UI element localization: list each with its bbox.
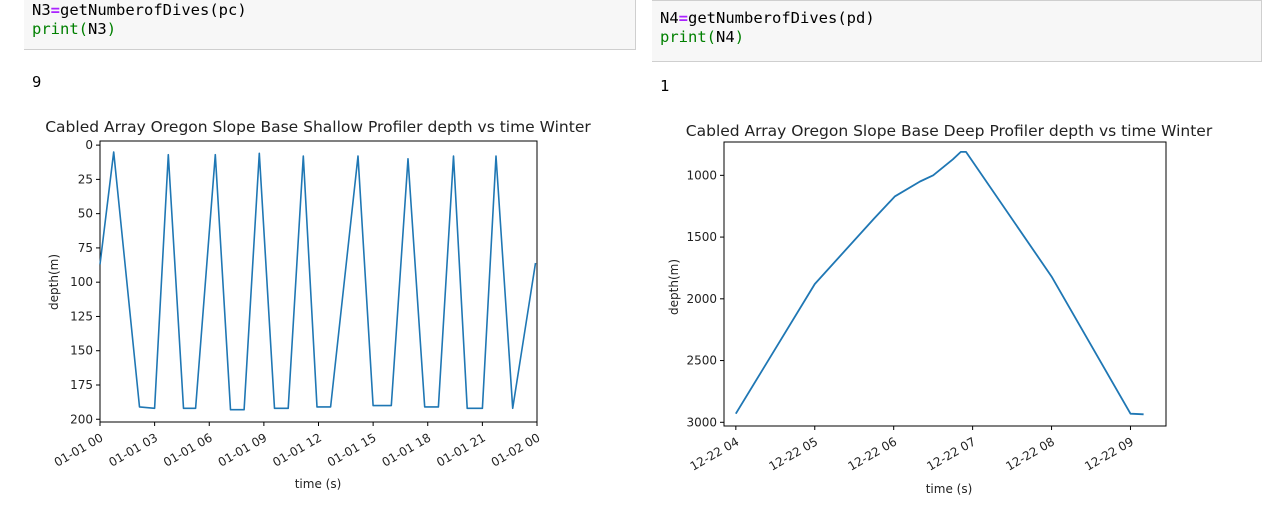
y-tick-label: 100 <box>70 275 93 289</box>
chart-title: Cabled Array Oregon Slope Base Shallow P… <box>45 118 591 136</box>
y-tick-label: 2000 <box>686 292 717 306</box>
x-tick-label: 12-22 06 <box>845 434 899 473</box>
x-tick-label: 01-01 12 <box>270 430 324 469</box>
code-line-1: N3=getNumberofDives(pc) <box>32 1 247 19</box>
y-tick-label: 1500 <box>686 230 717 244</box>
code-line-2: print(N3) <box>32 20 117 38</box>
x-tick-label: 12-22 07 <box>924 434 978 473</box>
x-tick-label: 12-22 05 <box>767 434 821 473</box>
y-tick-label: 75 <box>78 241 93 255</box>
x-tick-label: 01-01 21 <box>434 430 488 469</box>
code-line-2: print(N4) <box>660 28 745 46</box>
x-tick-label: 12-22 08 <box>1003 434 1057 473</box>
x-tick-label: 01-01 06 <box>161 430 215 469</box>
shallow-profiler-chart: Cabled Array Oregon Slope Base Shallow P… <box>45 118 591 491</box>
depth-series-line <box>99 151 537 411</box>
x-axis-label: time (s) <box>295 477 342 491</box>
y-tick-label: 200 <box>70 412 93 426</box>
y-tick-label: 150 <box>70 344 93 358</box>
output-text-right: 1 <box>660 77 670 95</box>
notebook-cell-right: N4=getNumberofDives(pd) print(N4) 1 <box>652 0 1262 95</box>
x-tick-label: 01-01 00 <box>52 430 106 469</box>
plot-frame <box>723 141 1167 427</box>
x-axis-label: time (s) <box>926 482 973 496</box>
y-tick-label: 175 <box>70 378 93 392</box>
code-input-right[interactable]: N4=getNumberofDives(pd) print(N4) <box>652 0 1262 62</box>
x-tick-label: 01-01 18 <box>380 430 434 469</box>
depth-series-line <box>735 151 1144 416</box>
y-axis-label: depth(m) <box>667 259 681 315</box>
y-tick-label: 2500 <box>686 354 717 368</box>
y-axis-label: depth(m) <box>47 254 61 310</box>
x-tick-label: 01-01 15 <box>325 430 379 469</box>
x-tick-label: 01-02 00 <box>489 430 543 469</box>
chart-title: Cabled Array Oregon Slope Base Deep Prof… <box>686 122 1213 140</box>
notebook-cell-left: N3=getNumberofDives(pc) print(N3) 9 <box>24 0 636 91</box>
y-tick-label: 125 <box>70 309 93 323</box>
output-text-left: 9 <box>32 73 42 91</box>
code-line-1: N4=getNumberofDives(pd) <box>660 9 875 27</box>
y-tick-label: 50 <box>78 207 93 221</box>
x-tick-label: 01-01 03 <box>106 430 160 469</box>
deep-profiler-chart: Cabled Array Oregon Slope Base Deep Prof… <box>667 122 1213 496</box>
x-tick-label: 12-22 04 <box>688 434 742 473</box>
plot-frame <box>99 140 538 423</box>
y-tick-label: 3000 <box>686 415 717 429</box>
y-tick-label: 1000 <box>686 168 717 182</box>
x-tick-label: 01-01 09 <box>216 430 270 469</box>
y-tick-label: 0 <box>85 138 93 152</box>
x-tick-label: 12-22 09 <box>1082 434 1136 473</box>
code-input-left[interactable]: N3=getNumberofDives(pc) print(N3) <box>24 0 636 50</box>
y-tick-label: 25 <box>78 172 93 186</box>
